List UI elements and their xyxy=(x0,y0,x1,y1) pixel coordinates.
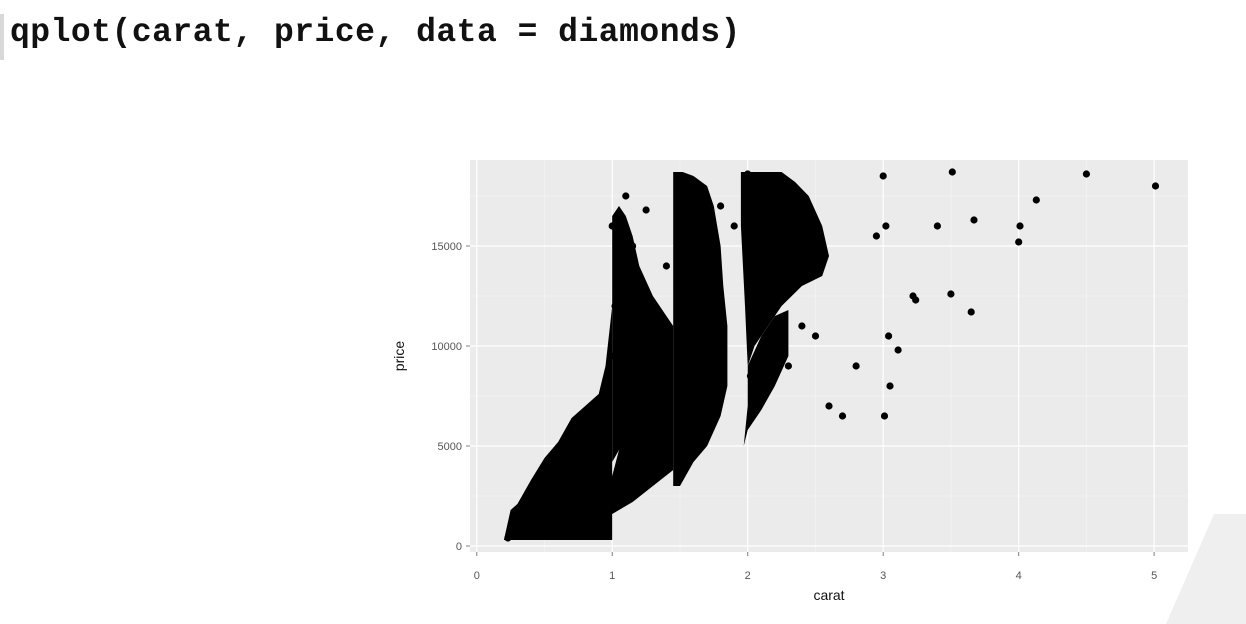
data-point xyxy=(595,422,603,430)
x-tick-label: 3 xyxy=(880,570,886,582)
data-point xyxy=(798,322,806,330)
y-tick-label: 10000 xyxy=(431,341,462,353)
point-cloud-region xyxy=(503,326,674,540)
data-point xyxy=(710,252,718,260)
point-cloud-region xyxy=(612,206,674,462)
data-point xyxy=(622,192,630,200)
data-point xyxy=(750,192,759,200)
data-point xyxy=(1016,222,1024,230)
x-tick-label: 1 xyxy=(609,570,615,582)
x-tick-label: 2 xyxy=(745,570,751,582)
y-tick-label: 15000 xyxy=(431,241,462,253)
data-point xyxy=(757,342,765,350)
data-point xyxy=(515,526,523,534)
data-point xyxy=(730,222,738,230)
point-cloud-region xyxy=(673,172,728,486)
data-point xyxy=(886,382,894,390)
data-point xyxy=(642,206,650,214)
data-point xyxy=(746,372,755,380)
data-point xyxy=(1032,196,1040,204)
data-point xyxy=(825,402,833,410)
data-point xyxy=(540,506,549,514)
data-point xyxy=(615,262,623,270)
data-point xyxy=(676,172,684,180)
data-point xyxy=(872,232,881,240)
data-point xyxy=(581,438,589,446)
data-point xyxy=(885,332,893,340)
data-point xyxy=(611,302,619,310)
x-axis-title: carat xyxy=(813,587,844,603)
data-point xyxy=(679,382,687,390)
data-point xyxy=(811,332,820,340)
x-tick-label: 0 xyxy=(474,570,480,582)
y-tick-label: 5000 xyxy=(438,441,462,453)
data-point xyxy=(838,412,847,420)
data-point xyxy=(662,262,671,270)
data-point xyxy=(608,222,616,230)
code-gutter xyxy=(0,14,4,60)
data-point xyxy=(635,292,643,300)
y-tick-label: 0 xyxy=(456,541,462,553)
data-point xyxy=(717,202,725,210)
data-point xyxy=(882,222,890,230)
scatter-points xyxy=(504,168,1160,542)
data-point xyxy=(745,262,753,270)
y-axis: 0 5000 10000 15000 xyxy=(431,241,470,553)
data-point xyxy=(689,182,698,190)
point-cloud-region xyxy=(503,306,613,540)
data-point xyxy=(967,308,975,316)
data-point xyxy=(771,292,779,300)
data-point xyxy=(912,296,920,304)
data-point xyxy=(933,222,942,230)
data-point xyxy=(970,216,978,224)
data-point xyxy=(744,170,752,178)
data-point xyxy=(649,362,657,370)
y-axis-title: price xyxy=(391,341,407,372)
point-cloud xyxy=(503,172,829,540)
data-point xyxy=(784,362,793,370)
x-tick-label: 4 xyxy=(1016,570,1022,582)
data-point xyxy=(677,302,685,310)
data-point xyxy=(894,346,902,354)
data-point xyxy=(570,458,578,466)
data-point xyxy=(1082,170,1090,178)
code-expression: qplot(carat, price, data = diamonds) xyxy=(10,14,741,51)
data-point xyxy=(568,476,576,484)
point-cloud-region xyxy=(743,310,789,446)
data-point xyxy=(703,212,711,220)
data-point xyxy=(1015,238,1023,246)
data-point xyxy=(554,486,562,494)
data-point xyxy=(504,534,512,542)
data-point xyxy=(948,168,956,176)
data-point xyxy=(610,352,618,360)
data-point xyxy=(543,496,551,504)
data-point xyxy=(852,362,860,370)
x-tick-label: 5 xyxy=(1151,570,1157,582)
point-cloud-region xyxy=(740,172,829,366)
data-point xyxy=(879,172,887,180)
x-axis: 0 1 2 3 4 5 xyxy=(474,552,1157,582)
data-point xyxy=(880,412,889,420)
data-point xyxy=(527,520,535,528)
data-point xyxy=(1151,182,1160,190)
data-point xyxy=(629,242,637,250)
data-point xyxy=(947,290,955,298)
